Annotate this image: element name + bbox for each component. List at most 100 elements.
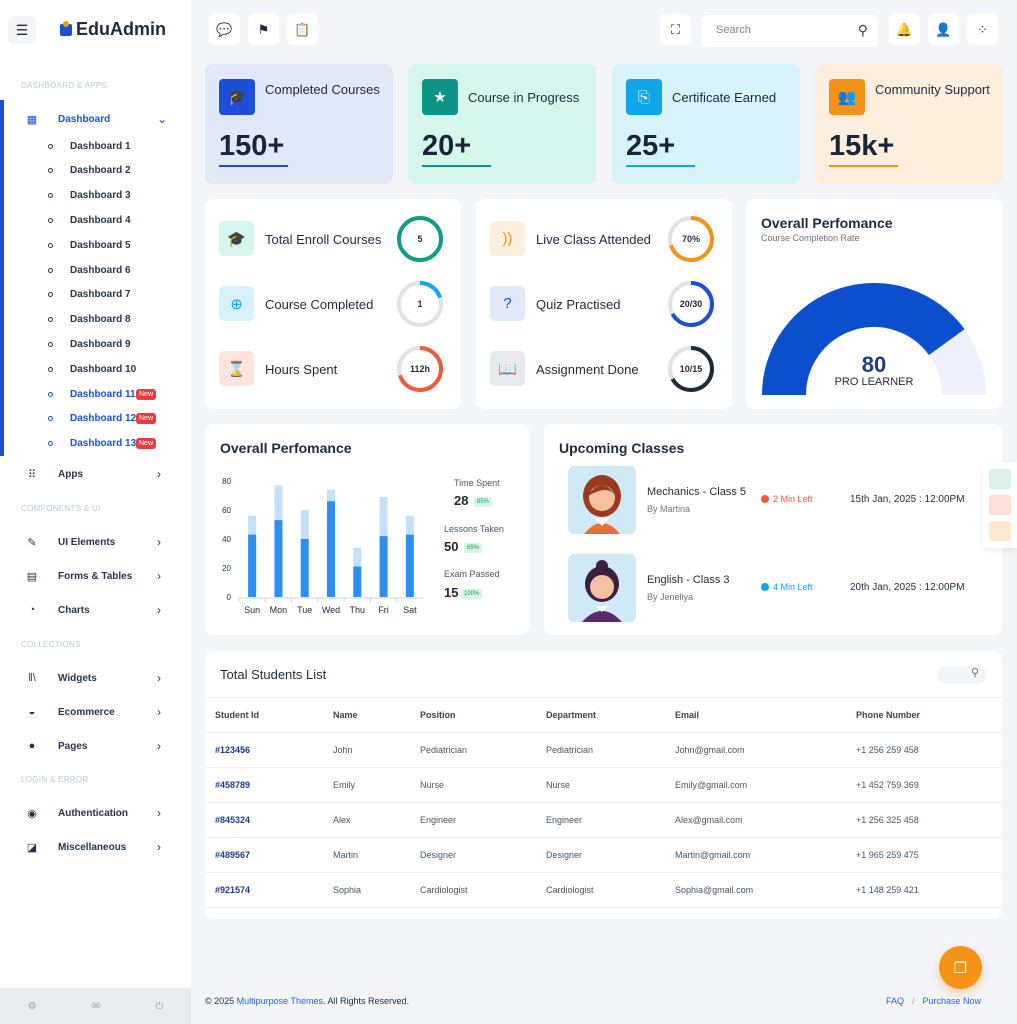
card-subtitle: Course Completion Rate <box>761 233 860 243</box>
table-cell: Alex@gmail.com <box>665 802 846 838</box>
layout-tool-button[interactable] <box>989 495 1011 515</box>
column-header[interactable]: Email <box>665 697 846 733</box>
sidebar-subitem-dashboard-11[interactable]: Dashboard 11 New <box>0 385 191 403</box>
sidebar-item-charts[interactable]: ◔ Charts › <box>0 600 191 620</box>
sidebar-subitem-dashboard-9[interactable]: Dashboard 9 <box>0 335 191 353</box>
table-cell: Alex <box>323 802 410 838</box>
brand-logo[interactable]: EduAdmin <box>60 19 166 40</box>
purchase-link[interactable]: Purchase Now <box>922 996 982 1006</box>
layers-icon: ◪ <box>26 841 38 854</box>
column-header[interactable]: Department <box>536 697 665 733</box>
overall-performance-card: Overall Perfomance 0 20 40 60 80 Sun Mon Tue Wed… <box>205 424 529 635</box>
chevron-right-icon: › <box>157 806 161 820</box>
progress-value: 10/15 <box>679 364 703 374</box>
stat-card[interactable]: ⎘ Certificate Earned 25+ <box>612 64 800 184</box>
column-header[interactable]: Student Id <box>205 697 323 733</box>
bar-value[interactable] <box>248 534 257 597</box>
menu-toggle-button[interactable]: ☰ <box>8 16 36 44</box>
sidebar-subitem-dashboard-1[interactable]: Dashboard 1 <box>0 137 191 155</box>
sidebar-subitem-dashboard-2[interactable]: Dashboard 2 <box>0 162 191 180</box>
sidebar-item-ui-elements[interactable]: ✎ UI Elements › <box>0 532 191 552</box>
table-cell: #123456 <box>205 732 323 768</box>
table-cell: Nurse <box>410 767 536 803</box>
table-row[interactable]: #458789 Emily Nurse Nurse Emily@gmail.com +1 … <box>205 767 1002 803</box>
sidebar-subitem-dashboard-7[interactable]: Dashboard 7 <box>0 286 191 304</box>
sidebar-item-authentication[interactable]: ◉ Authentication › <box>0 803 191 823</box>
table-cell: Emily <box>323 767 410 803</box>
theme-tool-button[interactable] <box>989 469 1011 489</box>
book-icon: 📖 <box>490 351 525 386</box>
bar-value[interactable] <box>274 520 283 597</box>
column-header[interactable]: Name <box>323 697 410 733</box>
chat-button[interactable]: 💬 <box>209 14 240 45</box>
search-icon[interactable]: ⚲ <box>857 22 868 38</box>
chat-fab-button[interactable]: ❐ <box>939 946 982 989</box>
sidebar-item-apps[interactable]: ⠿ Apps › <box>0 464 191 484</box>
table-row[interactable]: #489567 Martin Designer Designer Martin@gmai… <box>205 837 1002 873</box>
sidebar-subitem-dashboard-6[interactable]: Dashboard 6 <box>0 261 191 279</box>
circle-icon <box>48 317 53 323</box>
flag-button[interactable]: ⚑ <box>248 14 279 45</box>
sidebar-subitem-dashboard-10[interactable]: Dashboard 10 <box>0 360 191 378</box>
bar-chart: 0 20 40 60 80 Sun Mon Tue Wed Thu Fri Sat <box>222 477 423 615</box>
sidebar: ☰ EduAdmin DASHBOARD & APPS ▦ Dashboard … <box>0 0 191 1024</box>
bar-value[interactable] <box>300 539 309 597</box>
profile-button[interactable]: 👤 <box>928 14 959 45</box>
bell-icon: 🔔 <box>896 21 913 37</box>
bar-value[interactable] <box>379 536 388 597</box>
company-link[interactable]: Multipurpose Themes <box>236 996 324 1006</box>
sidebar-subitem-dashboard-12[interactable]: Dashboard 12 New <box>0 410 191 428</box>
faq-link[interactable]: FAQ <box>886 996 905 1006</box>
x-tick-label: Thu <box>350 605 366 615</box>
sidebar-item-forms-tables[interactable]: ▤ Forms & Tables › <box>26 569 161 583</box>
award-icon: ★ <box>422 79 458 115</box>
sidebar-subitem-dashboard-4[interactable]: Dashboard 4 <box>0 211 191 229</box>
table-row[interactable]: #921574 Sophia Cardiologist Cardiologist Sop… <box>205 872 1002 908</box>
lock-icon: ◉ <box>27 807 37 820</box>
table-cell: Cardiologist <box>536 872 665 908</box>
sidebar-item-pages[interactable]: ● Pages › <box>0 736 191 756</box>
sidebar-item-miscellaneous[interactable]: ◪ Miscellaneous › <box>26 840 161 854</box>
bar-value[interactable] <box>405 534 414 597</box>
column-header[interactable]: Position <box>410 697 536 733</box>
mail-icon[interactable]: ✉ <box>91 1000 101 1012</box>
table-header-row: Student Id Name Position Department Email Pho… <box>205 697 1002 733</box>
notifications-button[interactable]: 🔔 <box>889 14 920 45</box>
sidebar-subitem-dashboard-3[interactable]: Dashboard 3 <box>0 187 191 205</box>
apps-button[interactable]: ⁘ <box>967 14 998 45</box>
clipboard-button[interactable]: 📋 <box>287 14 318 45</box>
sidebar-item-widgets[interactable]: ‖\ Widgets › <box>0 668 191 688</box>
power-icon[interactable]: ⏻ <box>155 1000 164 1012</box>
certificate-icon: ⎘ <box>626 79 662 115</box>
stat-underline <box>422 165 491 167</box>
class-item[interactable]: Mechanics - Class 5 By Martina 2 Min Lef… <box>568 466 1008 534</box>
sidebar-subitem-dashboard-8[interactable]: Dashboard 8 <box>0 311 191 329</box>
status-dot-icon <box>761 583 769 591</box>
class-item[interactable]: English - Class 3 By Jeneliya 4 Min Left… <box>568 554 1008 622</box>
color-tool-button[interactable] <box>989 521 1011 541</box>
sidebar-item-ecommerce[interactable]: ◒ Ecommerce › <box>0 702 191 722</box>
table-row[interactable]: #845324 Alex Engineer Engineer Alex@gmail.co… <box>205 802 1002 838</box>
stat-card[interactable]: 🎓 Completed Courses 150+ <box>205 64 393 184</box>
class-name: English - Class 3 <box>647 574 730 586</box>
stat-card[interactable]: ★ Course in Progress 20+ <box>408 64 596 184</box>
search-input[interactable] <box>716 24 846 36</box>
sidebar-subitem-dashboard-5[interactable]: Dashboard 5 <box>0 236 191 254</box>
stat-card[interactable]: 👥 Community Support 15k+ <box>815 64 1003 184</box>
sidebar-item-dashboard[interactable]: ▦ Dashboard ⌄ <box>26 112 168 126</box>
graduation-cap-icon: 🎓 <box>219 79 255 115</box>
user-icon: 👤 <box>935 21 952 37</box>
chevron-right-icon: › <box>157 467 161 481</box>
table-row[interactable]: #123456 John Pediatrician Pediatrician John@… <box>205 732 1002 768</box>
table-search[interactable]: ⚲ <box>937 666 987 684</box>
card-title: Total Students List <box>220 667 327 682</box>
table-cell: John@gmail.com <box>665 732 846 768</box>
bar-value[interactable] <box>353 566 362 597</box>
sidebar-subitem-dashboard-13[interactable]: Dashboard 13 New <box>0 435 191 453</box>
settings-icon[interactable]: ⚙ <box>27 1000 37 1012</box>
bar-value[interactable] <box>327 501 335 597</box>
hamburger-icon: ☰ <box>15 21 29 38</box>
fullscreen-button[interactable]: ⛶ <box>660 14 691 45</box>
column-header[interactable]: Phone Number <box>846 697 1002 733</box>
table-cell: Sophia <box>323 872 410 908</box>
